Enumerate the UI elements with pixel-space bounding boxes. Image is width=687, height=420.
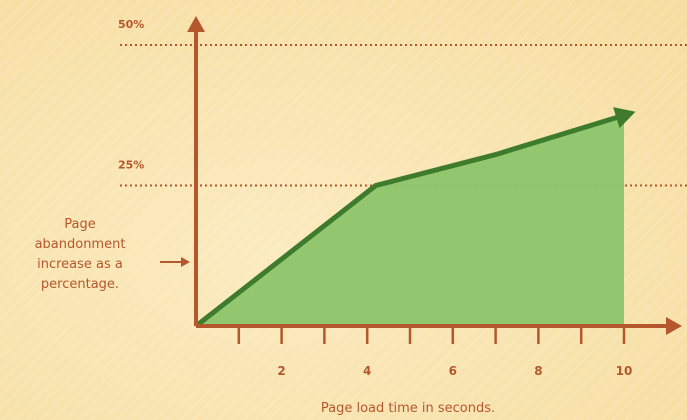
- x-tick-label: 6: [449, 364, 457, 378]
- x-axis-title: Page load time in seconds.: [321, 401, 495, 416]
- y-tick-label: 50%: [118, 18, 144, 31]
- x-axis-arrowhead: [666, 317, 682, 335]
- x-tick-label: 10: [616, 364, 633, 378]
- y-annotation-line: Page: [64, 217, 95, 232]
- x-tick-label: 8: [534, 364, 542, 378]
- series-line: [194, 112, 625, 328]
- labels: 25% 50% 2 4 6 8 10 Page load time in seconds. Pa…: [35, 18, 633, 416]
- data-area: [194, 107, 636, 328]
- x-tick-label: 2: [277, 364, 285, 378]
- y-axis-arrowhead: [187, 16, 205, 32]
- area-fill: [196, 115, 624, 326]
- axes: [160, 16, 682, 344]
- annotation-arrow-head: [181, 257, 190, 267]
- x-tick-label: 4: [363, 364, 371, 378]
- series-arrowhead: [613, 107, 636, 129]
- y-tick-label: 25%: [118, 159, 144, 172]
- y-annotation-line: increase as a: [37, 257, 123, 272]
- y-annotation-line: percentage.: [41, 277, 119, 292]
- y-annotation-line: abandonment: [35, 237, 126, 252]
